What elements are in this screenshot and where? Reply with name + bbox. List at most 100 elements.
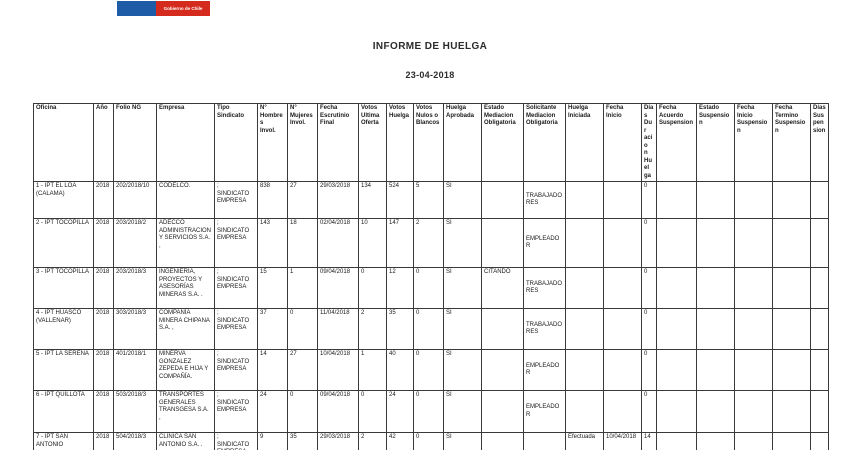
table-cell: 2 - IPT TOCOPILLA <box>33 218 94 268</box>
table-cell: 18 <box>287 218 318 268</box>
table-cell: 2018 <box>93 218 114 268</box>
table-cell: ; SINDICATO EMPRESA <box>214 308 258 350</box>
table-cell: 143 <box>257 218 288 268</box>
table-cell: 1 <box>358 349 387 391</box>
table-cell: 202/2018/10 <box>113 181 157 219</box>
column-header: Días Sus pen sion <box>810 103 829 182</box>
table-cell: Efectuada <box>565 432 604 450</box>
table-cell <box>481 308 524 350</box>
table-cell: ; SINDICATO EMPRESA <box>214 390 258 433</box>
table-cell: 10/04/2018 <box>603 432 642 450</box>
table-cell: 2 <box>413 218 444 268</box>
table-cell: 12 <box>386 267 414 309</box>
table-cell: 0 <box>413 349 444 391</box>
table-cell: 147 <box>386 218 414 268</box>
table-cell: 0 <box>413 390 444 433</box>
table-cell <box>696 267 735 309</box>
table-cell <box>565 390 604 433</box>
gobierno-de-chile-logo: Gobierno de Chile <box>117 1 210 16</box>
table-row: 2 - IPT TOCOPILLA 2018 203/2018/2 ADECCO AD… <box>33 218 829 268</box>
table-cell: 24 <box>257 390 288 433</box>
table-cell <box>810 267 829 309</box>
column-header: Huelga Iniciada <box>565 103 604 182</box>
table-cell: 0 <box>641 218 657 268</box>
column-header: Votos Nulos o Blancos <box>413 103 444 182</box>
table-cell <box>734 390 773 433</box>
table-cell: COMPAÑÍA MINERA CHIPANA S.A. , <box>156 308 215 350</box>
table-cell <box>481 349 524 391</box>
table-cell <box>481 390 524 433</box>
column-header: Huelga Aprobada <box>443 103 482 182</box>
table-cell <box>696 349 735 391</box>
column-header: N° Mujeres Invol. <box>287 103 318 182</box>
column-header: Oficina <box>33 103 94 182</box>
table-cell: 2018 <box>93 432 114 450</box>
table-cell <box>603 181 642 219</box>
table-cell <box>734 349 773 391</box>
table-cell <box>772 308 811 350</box>
table-cell <box>696 308 735 350</box>
table-cell: 27 <box>287 181 318 219</box>
table-cell <box>481 218 524 268</box>
table-cell: ; SINDICATO EMPRESA <box>214 432 258 450</box>
table-cell: INGENIERÍA, PROYECTOS Y ASESORÍAS MINERA… <box>156 267 215 309</box>
table-cell: 9 <box>257 432 288 450</box>
table-cell: TRABAJADORES <box>523 432 566 450</box>
table-cell <box>696 218 735 268</box>
table-cell: SI <box>443 390 482 433</box>
column-header: Año <box>93 103 114 182</box>
table-cell <box>696 432 735 450</box>
table-cell: 203/2018/2 <box>113 218 157 268</box>
table-cell: 0 <box>287 308 318 350</box>
table-cell: ; SINDICATO EMPRESA <box>214 267 258 309</box>
table-cell <box>656 181 697 219</box>
table-cell: 35 <box>287 432 318 450</box>
table-cell: 2 <box>358 432 387 450</box>
table-head: Oficina Año Folio NG Empresa Tipo Sindicato N… <box>33 103 829 182</box>
table-cell: 2 <box>358 308 387 350</box>
table-cell: TRABAJADORES <box>523 181 566 219</box>
table-cell <box>734 308 773 350</box>
table-cell <box>772 181 811 219</box>
table-cell <box>734 218 773 268</box>
table-cell: 2018 <box>93 349 114 391</box>
logo-blue-box <box>117 1 156 16</box>
table-cell <box>772 432 811 450</box>
logo-text: Gobierno de Chile <box>163 6 203 11</box>
table-cell: 7 - IPT SAN ANTONIO <box>33 432 94 450</box>
table-cell <box>565 308 604 350</box>
table-cell <box>565 349 604 391</box>
table-cell: TRABAJADORES <box>523 308 566 350</box>
table-cell: SI <box>443 349 482 391</box>
table-cell: 6 - IPT QUILLOTA <box>33 390 94 433</box>
column-header: Solicitante Mediacion Obligatoria <box>523 103 566 182</box>
table-cell: 0 <box>641 267 657 309</box>
table-cell: 0 <box>413 267 444 309</box>
column-header: Estado Mediacion Obligatoria <box>481 103 524 182</box>
table-cell: ADECCO ADMINISTRACION Y SERVICIOS S.A. , <box>156 218 215 268</box>
table-cell <box>656 349 697 391</box>
column-header: N° Hombres Invol. <box>257 103 288 182</box>
report-date: 23-04-2018 <box>405 70 455 80</box>
column-header: Días Dur acio n Huel ga <box>641 103 657 182</box>
table-cell <box>810 349 829 391</box>
table-cell <box>772 267 811 309</box>
report-title: INFORME DE HUELGA <box>372 41 488 52</box>
table-cell: CLINICA SAN ANTONIO S.A. . <box>156 432 215 450</box>
table-cell: SI <box>443 181 482 219</box>
table-cell: 0 <box>358 267 387 309</box>
table-cell: EMPLEADOR <box>523 218 566 268</box>
table-cell: ; SINDICATO EMPRESA <box>214 218 258 268</box>
table-cell: 401/2018/1 <box>113 349 157 391</box>
table-cell: 0 <box>641 349 657 391</box>
table-cell <box>603 308 642 350</box>
header-row: Oficina Año Folio NG Empresa Tipo Sindicato N… <box>33 103 829 182</box>
table-cell: 5 <box>413 181 444 219</box>
table-cell: CITANDO <box>481 267 524 309</box>
table-cell <box>481 432 524 450</box>
column-header: Folio NG <box>113 103 157 182</box>
table-row: 6 - IPT QUILLOTA 2018 503/2018/3 TRANSPORTE… <box>33 390 829 433</box>
table-cell <box>656 308 697 350</box>
table-cell: 524 <box>386 181 414 219</box>
